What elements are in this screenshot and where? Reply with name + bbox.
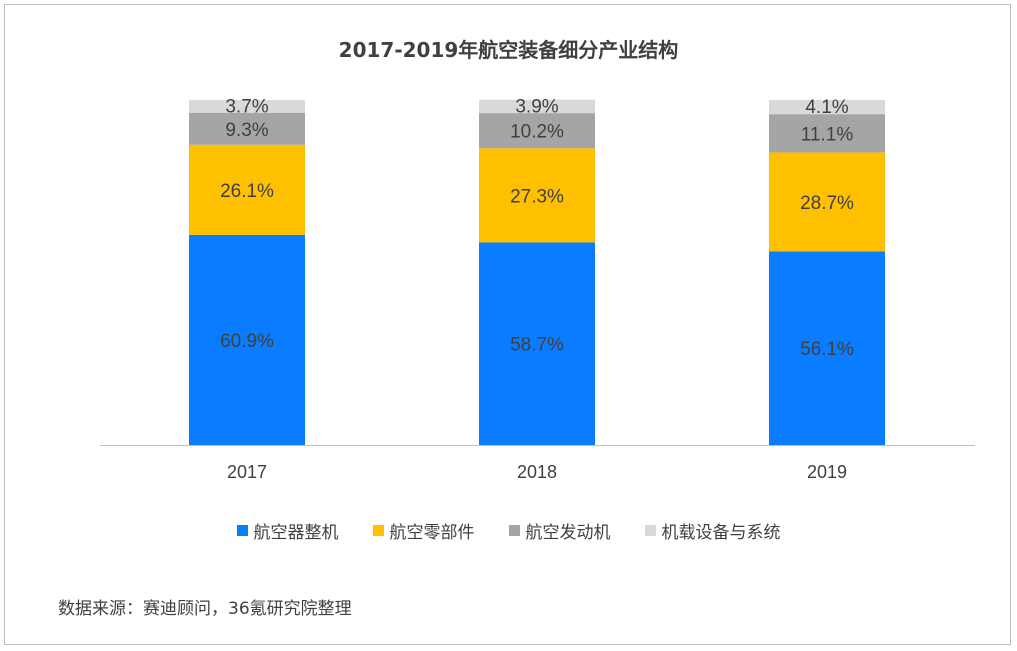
chart-frame bbox=[4, 4, 1011, 645]
bar-segment bbox=[189, 144, 305, 235]
data-label: 27.3% bbox=[510, 186, 564, 207]
legend-item: 航空发动机 bbox=[508, 518, 611, 543]
bar-segment bbox=[769, 152, 885, 252]
bar-segment bbox=[479, 148, 595, 243]
bar-segment bbox=[189, 100, 305, 113]
legend-swatch bbox=[508, 525, 520, 536]
chart-title: 2017-2019年航空装备细分产业结构 bbox=[338, 38, 679, 62]
legend-swatch bbox=[236, 525, 248, 536]
data-label: 10.2% bbox=[510, 122, 564, 143]
data-label: 3.7% bbox=[225, 96, 268, 117]
data-label: 26.1% bbox=[220, 181, 274, 202]
legend-item: 机载设备与系统 bbox=[644, 518, 781, 543]
x-tick-label: 2019 bbox=[807, 462, 847, 482]
data-label: 11.1% bbox=[801, 124, 854, 145]
data-label: 9.3% bbox=[225, 120, 268, 141]
x-tick-label: 2018 bbox=[517, 462, 557, 482]
bar-segment bbox=[479, 242, 595, 445]
source-note: 数据来源：赛迪顾问，36氪研究院整理 bbox=[58, 599, 352, 619]
legend-label: 航空器整机 bbox=[253, 523, 339, 543]
data-label: 3.9% bbox=[515, 96, 558, 117]
legend-label: 航空零部件 bbox=[389, 523, 475, 543]
legend-swatch bbox=[644, 525, 656, 536]
bar-segment bbox=[769, 114, 885, 153]
x-tick-label: 2017 bbox=[227, 462, 267, 482]
bar-segment bbox=[769, 251, 885, 445]
bar-segment bbox=[769, 100, 885, 115]
data-label: 58.7% bbox=[510, 335, 564, 356]
bar-segment bbox=[189, 112, 305, 145]
data-label: 4.1% bbox=[805, 97, 848, 118]
legend-label: 航空发动机 bbox=[525, 523, 611, 543]
bar-segment bbox=[189, 234, 305, 445]
legend-item: 航空器整机 bbox=[236, 518, 339, 543]
bar-segment bbox=[479, 99, 595, 114]
legend: 航空器整机 航空零部件 航空发动机 机载设备与系统 bbox=[0, 518, 1017, 543]
data-label: 56.1% bbox=[800, 339, 854, 360]
legend-label: 机载设备与系统 bbox=[661, 523, 781, 543]
legend-swatch bbox=[372, 525, 384, 536]
bar-segment bbox=[479, 113, 595, 149]
data-label: 28.7% bbox=[800, 193, 854, 214]
data-label: 60.9% bbox=[220, 331, 274, 352]
legend-item: 航空零部件 bbox=[372, 518, 475, 543]
